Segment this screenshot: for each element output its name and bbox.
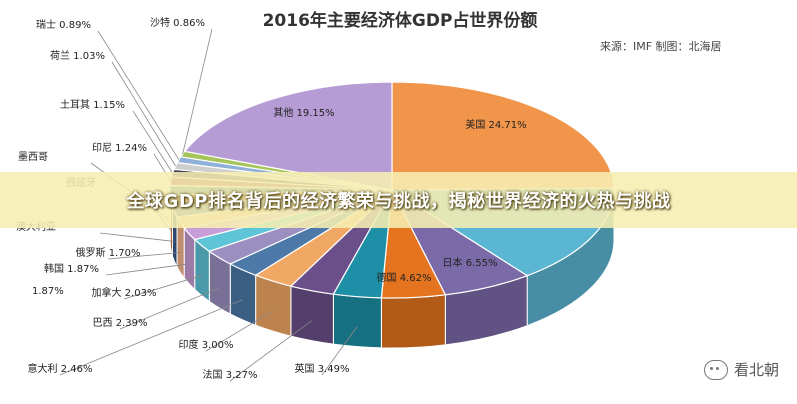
- slice-label-巴西: 巴西 2.39%: [93, 317, 148, 329]
- pie-side-英国: [333, 294, 381, 348]
- slice-label-墨西哥: 墨西哥: [18, 151, 48, 163]
- wechat-icon: [704, 360, 728, 380]
- slice-label-美国: 美国 24.71%: [465, 118, 526, 131]
- watermark-text: 看北朝: [734, 359, 779, 380]
- leader-line-韩国: [106, 264, 189, 275]
- pie-side-法国: [291, 286, 333, 344]
- source-note: 来源：IMF 制图：北海居: [600, 38, 722, 54]
- slice-label-俄罗斯: 俄罗斯 1.70%: [76, 246, 141, 259]
- slice-label-加拿大: 加拿大 2.03%: [92, 286, 157, 299]
- watermark: 看北朝: [704, 359, 779, 380]
- slice-label-土耳其: 土耳其 1.15%: [60, 98, 125, 111]
- slice-label-瑞士: 瑞士 0.89%: [36, 18, 91, 31]
- slice-label-其他: 其他 19.15%: [273, 106, 334, 119]
- pie-side-德国: [381, 295, 445, 348]
- slice-label-印尼: 印尼 1.24%: [92, 142, 147, 154]
- slice-label-意大利: 意大利 2.46%: [28, 362, 93, 375]
- slice-label-印度: 印度 3.00%: [179, 338, 234, 351]
- leader-line-澳大利亚: [100, 233, 174, 241]
- slice-label-英国: 英国 3.49%: [295, 362, 350, 375]
- slice-label-德国: 德国 4.62%: [377, 271, 432, 284]
- slice-label-日本: 日本 6.55%: [443, 256, 498, 269]
- slice-label-法国: 法国 3.27%: [203, 368, 258, 381]
- slice-label-韩国: 韩国 1.87%: [44, 262, 99, 275]
- slice-label-沙特: 沙特 0.86%: [150, 17, 205, 29]
- headline-text: 全球GDP排名背后的经济繁荣与挑战，揭秘世界经济的火热与挑战: [127, 187, 671, 213]
- slice-label-extra-韩国: 1.87%: [32, 286, 64, 297]
- leader-line-瑞士: [98, 31, 179, 160]
- chart-title: 2016年主要经济体GDP占世界份额: [240, 6, 560, 31]
- slice-label-荷兰: 荷兰 1.03%: [50, 49, 105, 62]
- headline-banner: 全球GDP排名背后的经济繁荣与挑战，揭秘世界经济的火热与挑战: [0, 172, 797, 228]
